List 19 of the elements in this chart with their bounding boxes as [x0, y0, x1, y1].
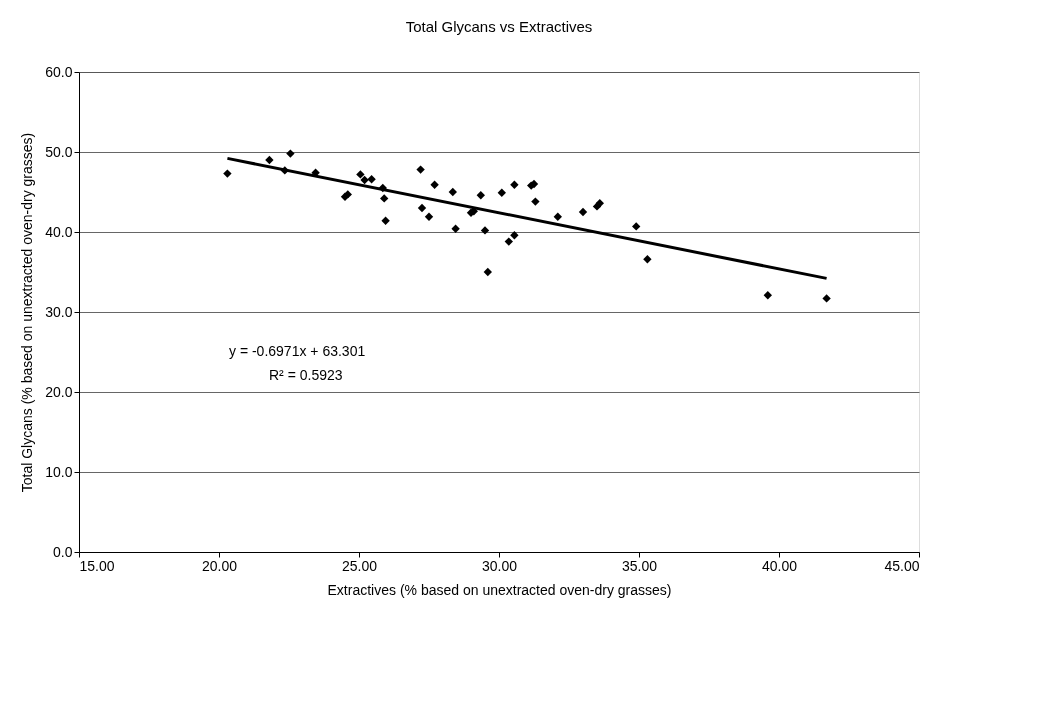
- chart-title: Total Glycans vs Extractives: [405, 18, 593, 35]
- y-tick-label: 50.0: [45, 143, 73, 160]
- x-tick-label: 25.00: [341, 557, 378, 574]
- y-axis-title: Total Glycans (% based on unextracted oven-dry grasses): [19, 132, 36, 493]
- x-tick-label: 35.00: [621, 557, 658, 574]
- y-tick-label: 10.0: [45, 463, 73, 480]
- x-tick-label: 15.00: [79, 557, 115, 574]
- x-tick-label: 30.00: [481, 557, 518, 574]
- y-tick-label: 30.0: [45, 303, 73, 320]
- x-tick-label: 20.00: [201, 557, 238, 574]
- annotation: R² = 0.5923: [269, 367, 343, 383]
- y-tick-label: 20.0: [45, 383, 73, 400]
- y-tick-label: 40.0: [45, 223, 73, 240]
- x-tick-label: 40.00: [761, 557, 798, 574]
- x-axis-title: Extractives (% based on unextracted oven-dry grasses): [327, 581, 672, 598]
- annotation: y = -0.6971x + 63.301: [229, 343, 366, 359]
- y-tick-label: 60.0: [45, 63, 73, 80]
- y-tick-label: 0.0: [53, 543, 73, 560]
- x-tick-label: 45.00: [884, 557, 920, 574]
